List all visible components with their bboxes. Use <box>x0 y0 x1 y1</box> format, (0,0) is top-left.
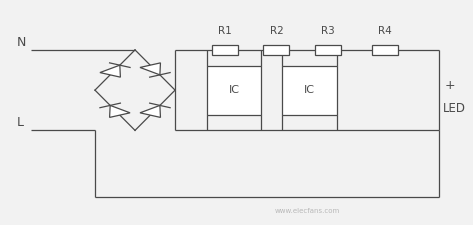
Polygon shape <box>140 63 160 75</box>
Polygon shape <box>110 105 130 117</box>
Text: R3: R3 <box>321 26 335 36</box>
Text: R2: R2 <box>270 26 283 36</box>
Polygon shape <box>140 105 160 117</box>
Text: N: N <box>17 36 26 49</box>
Text: R1: R1 <box>218 26 231 36</box>
Text: L: L <box>17 116 24 129</box>
Text: IC: IC <box>304 85 315 95</box>
Bar <box>263 45 289 55</box>
Bar <box>372 45 398 55</box>
Text: R4: R4 <box>378 26 392 36</box>
Text: LED: LED <box>443 101 466 115</box>
Bar <box>315 45 341 55</box>
Text: www.elecfans.com: www.elecfans.com <box>274 208 340 214</box>
Polygon shape <box>100 65 121 77</box>
Bar <box>211 45 237 55</box>
Bar <box>207 65 261 115</box>
Bar <box>282 65 336 115</box>
Text: +: + <box>445 79 455 92</box>
Text: IC: IC <box>228 85 239 95</box>
